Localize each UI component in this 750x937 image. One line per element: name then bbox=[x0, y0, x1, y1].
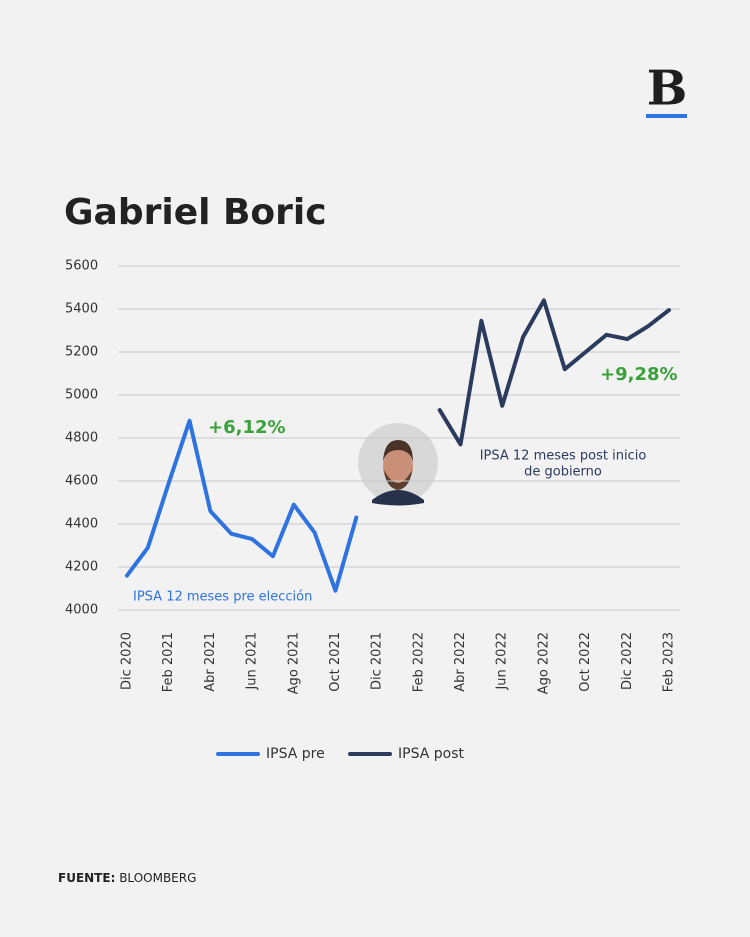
chart-title: Gabriel Boric bbox=[64, 192, 327, 233]
annotation: de gobierno bbox=[524, 465, 602, 480]
y-tick-label: 5400 bbox=[65, 302, 98, 317]
y-tick-label: 5200 bbox=[65, 345, 98, 360]
x-tick-label: Dic 2021 bbox=[370, 632, 385, 690]
y-tick-label: 4600 bbox=[65, 474, 98, 489]
annotation: IPSA 12 meses pre elección bbox=[133, 590, 312, 605]
x-tick-label: Jun 2021 bbox=[245, 632, 260, 691]
x-tick-label: Oct 2022 bbox=[578, 632, 593, 692]
legend-label: IPSA post bbox=[398, 746, 464, 762]
x-tick-label: Feb 2022 bbox=[411, 632, 426, 692]
x-tick-label: Ago 2022 bbox=[536, 632, 551, 694]
y-tick-label: 5600 bbox=[65, 259, 98, 274]
x-tick-label: Jun 2022 bbox=[495, 632, 510, 691]
x-tick-label: Ago 2021 bbox=[286, 632, 301, 694]
y-tick-label: 5000 bbox=[65, 388, 98, 403]
x-tick-label: Oct 2021 bbox=[328, 632, 343, 692]
footer-label: FUENTE: bbox=[58, 871, 115, 885]
footer: FUENTE: BLOOMBERG bbox=[58, 871, 196, 885]
line bbox=[437, 298, 671, 447]
annotation: IPSA 12 meses post inicio bbox=[480, 449, 647, 464]
x-tick-label: Abr 2021 bbox=[203, 632, 218, 692]
x-tick-label: Dic 2020 bbox=[120, 632, 135, 690]
footer-value: BLOOMBERG bbox=[119, 871, 196, 885]
annotation: +6,12% bbox=[208, 417, 286, 438]
annotation: +9,28% bbox=[600, 364, 678, 385]
x-tick-label: Abr 2022 bbox=[453, 632, 468, 692]
line bbox=[125, 418, 359, 593]
legend-label: IPSA pre bbox=[266, 746, 325, 762]
portrait bbox=[358, 423, 438, 506]
y-tick-label: 4400 bbox=[65, 517, 98, 532]
x-tick-label: Feb 2021 bbox=[161, 632, 176, 692]
x-tick-label: Dic 2022 bbox=[620, 632, 635, 690]
logo: B bbox=[647, 61, 688, 117]
y-tick-label: 4000 bbox=[65, 603, 98, 618]
y-tick-label: 4200 bbox=[65, 560, 98, 575]
x-tick-label: Feb 2023 bbox=[662, 632, 677, 692]
y-tick-label: 4800 bbox=[65, 431, 98, 446]
logo-underline bbox=[646, 114, 687, 118]
